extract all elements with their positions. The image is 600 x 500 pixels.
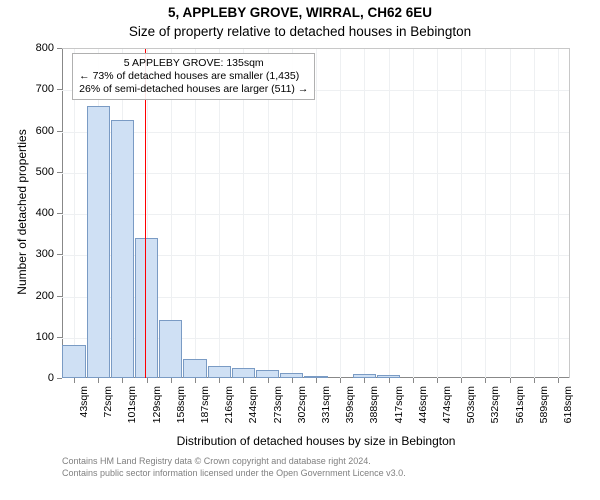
x-tick-mark <box>340 378 341 383</box>
y-tick-mark <box>57 296 62 297</box>
x-tick-label: 43sqm <box>78 386 90 434</box>
x-tick-mark <box>389 378 390 383</box>
annotation-line2: ← 73% of detached houses are smaller (1,… <box>79 70 308 83</box>
x-tick-label: 158sqm <box>175 386 187 434</box>
x-tick-label: 474sqm <box>441 386 453 434</box>
x-tick-label: 101sqm <box>126 386 138 434</box>
x-tick-label: 359sqm <box>344 386 356 434</box>
x-tick-mark <box>243 378 244 383</box>
x-tick-label: 388sqm <box>368 386 380 434</box>
x-tick-mark <box>510 378 511 383</box>
x-tick-mark <box>147 378 148 383</box>
x-tick-mark <box>98 378 99 383</box>
annotation-line1: 5 APPLEBY GROVE: 135sqm <box>79 57 308 70</box>
annotation-box: 5 APPLEBY GROVE: 135sqm← 73% of detached… <box>72 53 315 100</box>
histogram-bar <box>256 370 279 378</box>
chart-title-line2: Size of property relative to detached ho… <box>0 24 600 39</box>
footer-line1: Contains HM Land Registry data © Crown c… <box>62 456 371 466</box>
histogram-bar <box>232 368 255 378</box>
x-tick-mark <box>219 378 220 383</box>
y-tick-mark <box>57 89 62 90</box>
x-axis-label: Distribution of detached houses by size … <box>62 434 570 448</box>
y-tick-label: 100 <box>0 331 54 343</box>
y-tick-label: 800 <box>0 42 54 54</box>
x-tick-label: 244sqm <box>247 386 259 434</box>
x-tick-label: 446sqm <box>417 386 429 434</box>
x-tick-label: 273sqm <box>272 386 284 434</box>
footer-line2: Contains public sector information licen… <box>62 468 406 478</box>
y-tick-label: 200 <box>0 290 54 302</box>
y-tick-label: 400 <box>0 207 54 219</box>
y-tick-label: 0 <box>0 372 54 384</box>
x-tick-mark <box>268 378 269 383</box>
y-tick-label: 600 <box>0 125 54 137</box>
x-tick-mark <box>558 378 559 383</box>
x-tick-label: 72sqm <box>102 386 114 434</box>
chart-title-line1: 5, APPLEBY GROVE, WIRRAL, CH62 6EU <box>0 5 600 20</box>
x-tick-mark <box>171 378 172 383</box>
x-tick-mark <box>437 378 438 383</box>
x-tick-mark <box>316 378 317 383</box>
x-tick-mark <box>122 378 123 383</box>
histogram-bar <box>62 345 85 378</box>
x-tick-mark <box>364 378 365 383</box>
x-tick-mark <box>485 378 486 383</box>
x-tick-label: 561sqm <box>514 386 526 434</box>
y-tick-mark <box>57 172 62 173</box>
y-tick-label: 700 <box>0 83 54 95</box>
histogram-bar <box>183 359 206 378</box>
y-tick-mark <box>57 48 62 49</box>
y-tick-mark <box>57 254 62 255</box>
histogram-bar <box>111 120 134 378</box>
x-tick-label: 618sqm <box>562 386 574 434</box>
x-tick-mark <box>195 378 196 383</box>
x-tick-label: 302sqm <box>296 386 308 434</box>
x-tick-mark <box>461 378 462 383</box>
y-tick-mark <box>57 378 62 379</box>
x-tick-label: 503sqm <box>465 386 477 434</box>
x-tick-label: 417sqm <box>393 386 405 434</box>
annotation-line3: 26% of semi-detached houses are larger (… <box>79 83 308 96</box>
x-tick-label: 216sqm <box>223 386 235 434</box>
x-tick-label: 532sqm <box>489 386 501 434</box>
y-tick-mark <box>57 337 62 338</box>
histogram-bar <box>135 238 158 378</box>
histogram-bar <box>87 106 110 378</box>
y-tick-label: 300 <box>0 248 54 260</box>
x-tick-label: 331sqm <box>320 386 332 434</box>
plot-area: 5 APPLEBY GROVE: 135sqm← 73% of detached… <box>62 48 570 378</box>
x-tick-label: 187sqm <box>199 386 211 434</box>
histogram-bar <box>208 366 231 378</box>
histogram-bar <box>159 320 182 378</box>
x-tick-mark <box>413 378 414 383</box>
x-tick-mark <box>74 378 75 383</box>
x-tick-label: 129sqm <box>151 386 163 434</box>
x-tick-mark <box>534 378 535 383</box>
y-tick-mark <box>57 213 62 214</box>
x-tick-mark <box>292 378 293 383</box>
y-tick-label: 500 <box>0 166 54 178</box>
y-tick-mark <box>57 131 62 132</box>
x-tick-label: 589sqm <box>538 386 550 434</box>
